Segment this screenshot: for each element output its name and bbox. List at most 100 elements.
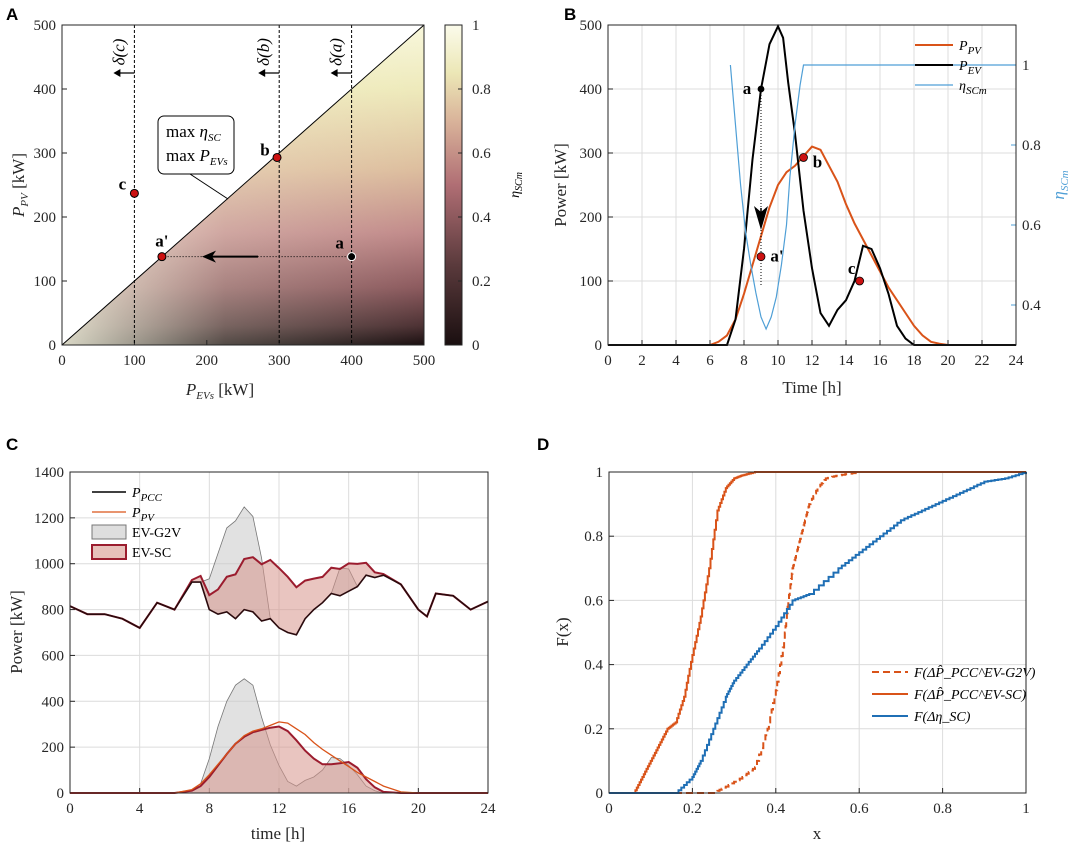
annotation-text: max PEVs bbox=[166, 146, 228, 168]
legend-label: F(ΔP̂_PCC^EV-G2V) bbox=[913, 665, 1036, 681]
vline-arrowhead bbox=[113, 69, 121, 77]
y-tick-label: 200 bbox=[580, 210, 603, 226]
x-tick-label: 2 bbox=[638, 353, 646, 369]
y-tick-label: 300 bbox=[580, 146, 603, 162]
point-a' bbox=[756, 252, 766, 262]
colorbar-tick-label: 1 bbox=[472, 18, 480, 34]
colorbar-tick-label: 0 bbox=[472, 338, 480, 354]
legend-label: EV-G2V bbox=[132, 526, 181, 541]
y-tick-label: 800 bbox=[42, 603, 65, 619]
axes-frame bbox=[607, 24, 1017, 346]
a-drop-arrowhead bbox=[754, 206, 768, 230]
y-tick-label: 100 bbox=[34, 274, 57, 290]
y-right-tick-label: 1 bbox=[1022, 58, 1030, 74]
y-tick-label: 400 bbox=[580, 82, 603, 98]
y-axis-label: PPV [kW] bbox=[9, 153, 31, 218]
legend-label: PEV bbox=[958, 59, 982, 77]
y-tick-label: 500 bbox=[34, 18, 57, 34]
y-right-tick-label: 0.4 bbox=[1022, 298, 1041, 314]
y-right-tick-label: 0.8 bbox=[1022, 138, 1041, 154]
legend-swatch bbox=[91, 524, 127, 540]
point-a bbox=[757, 85, 765, 93]
panel-letter-d: D bbox=[537, 435, 549, 454]
point-a bbox=[347, 252, 357, 262]
x-tick-label: 8 bbox=[740, 353, 748, 369]
y-tick-label: 200 bbox=[34, 210, 57, 226]
point-c bbox=[855, 276, 864, 286]
y-tick-label: 0 bbox=[57, 786, 65, 802]
y-tick-label: 1200 bbox=[34, 511, 64, 527]
point-b bbox=[272, 152, 282, 162]
annotation-text: max ηSC bbox=[166, 122, 221, 144]
x-tick-label: 0 bbox=[604, 353, 612, 369]
x-tick-label: 1 bbox=[1022, 801, 1030, 817]
annotation-box bbox=[157, 115, 235, 175]
axes-frame bbox=[608, 471, 1027, 794]
x-tick-label: 400 bbox=[340, 353, 363, 369]
legend-label: PPV bbox=[131, 506, 155, 524]
x-tick-label: 0.2 bbox=[683, 801, 702, 817]
vline-label: δ(b) bbox=[254, 38, 273, 66]
colorbar-tick-label: 0.2 bbox=[472, 274, 491, 290]
x-tick-label: 200 bbox=[196, 353, 219, 369]
y-axis-label: Power [kW] bbox=[7, 590, 26, 674]
y-tick-label: 500 bbox=[580, 18, 603, 34]
point-label: c bbox=[119, 174, 127, 193]
area-ev-sc-lower bbox=[70, 726, 488, 793]
point-label: b bbox=[260, 140, 269, 159]
x-tick-label: 20 bbox=[411, 801, 426, 817]
point-a' bbox=[157, 252, 167, 262]
series-line-SCm bbox=[729, 64, 1016, 331]
panel-b: B0 2 4 6 8 10 12 14 16 18 20 22 2401002003004005000.… bbox=[551, 5, 1071, 397]
panel-letter-c: C bbox=[6, 435, 18, 454]
cdf-line-1 bbox=[609, 471, 1026, 794]
x-tick-label: 0.6 bbox=[850, 801, 869, 817]
colorbar-tick-label: 0.4 bbox=[472, 210, 491, 226]
series-line-PEV bbox=[608, 23, 1016, 346]
x-tick-label: 12 bbox=[805, 353, 820, 369]
x-tick-label: 8 bbox=[206, 801, 214, 817]
x-tick-label: 4 bbox=[136, 801, 144, 817]
x-tick-label: 100 bbox=[123, 353, 146, 369]
legend-label: ηSCm bbox=[959, 79, 987, 97]
vline-arrowhead bbox=[258, 69, 266, 77]
point-b bbox=[799, 153, 808, 162]
y-tick-label: 600 bbox=[42, 648, 65, 664]
x-tick-label: 22 bbox=[975, 353, 990, 369]
legend-label: F(Δη_SC) bbox=[913, 710, 971, 725]
cdf-line-2 bbox=[609, 472, 1027, 794]
y-axis-label: F(x) bbox=[553, 617, 572, 646]
annotation-pointer bbox=[189, 173, 229, 200]
y-tick-label: 1 bbox=[596, 465, 604, 481]
series-line-PPV bbox=[608, 145, 1016, 346]
point-label: a' bbox=[770, 247, 783, 266]
colorbar-label: ηSCm bbox=[508, 172, 525, 198]
x-tick-label: 18 bbox=[907, 353, 922, 369]
colorbar bbox=[444, 24, 463, 346]
point-label: a' bbox=[155, 232, 168, 251]
x-axis-label: time [h] bbox=[251, 824, 305, 843]
y-tick-label: 200 bbox=[42, 740, 65, 756]
x-tick-label: 24 bbox=[481, 801, 497, 817]
cdf-line-0 bbox=[609, 471, 1026, 794]
x-tick-label: 16 bbox=[341, 801, 357, 817]
legend-swatch bbox=[91, 544, 127, 560]
x-tick-label: 10 bbox=[771, 353, 786, 369]
point-c bbox=[129, 188, 139, 198]
vline-arrowhead bbox=[330, 69, 338, 77]
point-label: c bbox=[848, 259, 856, 278]
x-tick-label: 6 bbox=[706, 353, 714, 369]
y-tick-label: 0.2 bbox=[584, 722, 603, 738]
x-tick-label: 16 bbox=[873, 353, 889, 369]
y-tick-label: 0.6 bbox=[584, 593, 603, 609]
panel-letter-b: B bbox=[564, 5, 576, 24]
y-right-axis-label: ηSCm bbox=[1049, 170, 1071, 199]
diagonal-line bbox=[61, 24, 425, 346]
panel-letter-a: A bbox=[6, 5, 18, 24]
y-axis-label: Power [kW] bbox=[551, 143, 570, 227]
point-label: b bbox=[813, 152, 822, 171]
legend-label: EV-SC bbox=[132, 546, 171, 561]
y-tick-label: 400 bbox=[34, 82, 57, 98]
panel-c: C 0 4 8 12 16 20 24 0 200 400 600 800 1000 1200 1400 PPC… bbox=[6, 435, 496, 843]
